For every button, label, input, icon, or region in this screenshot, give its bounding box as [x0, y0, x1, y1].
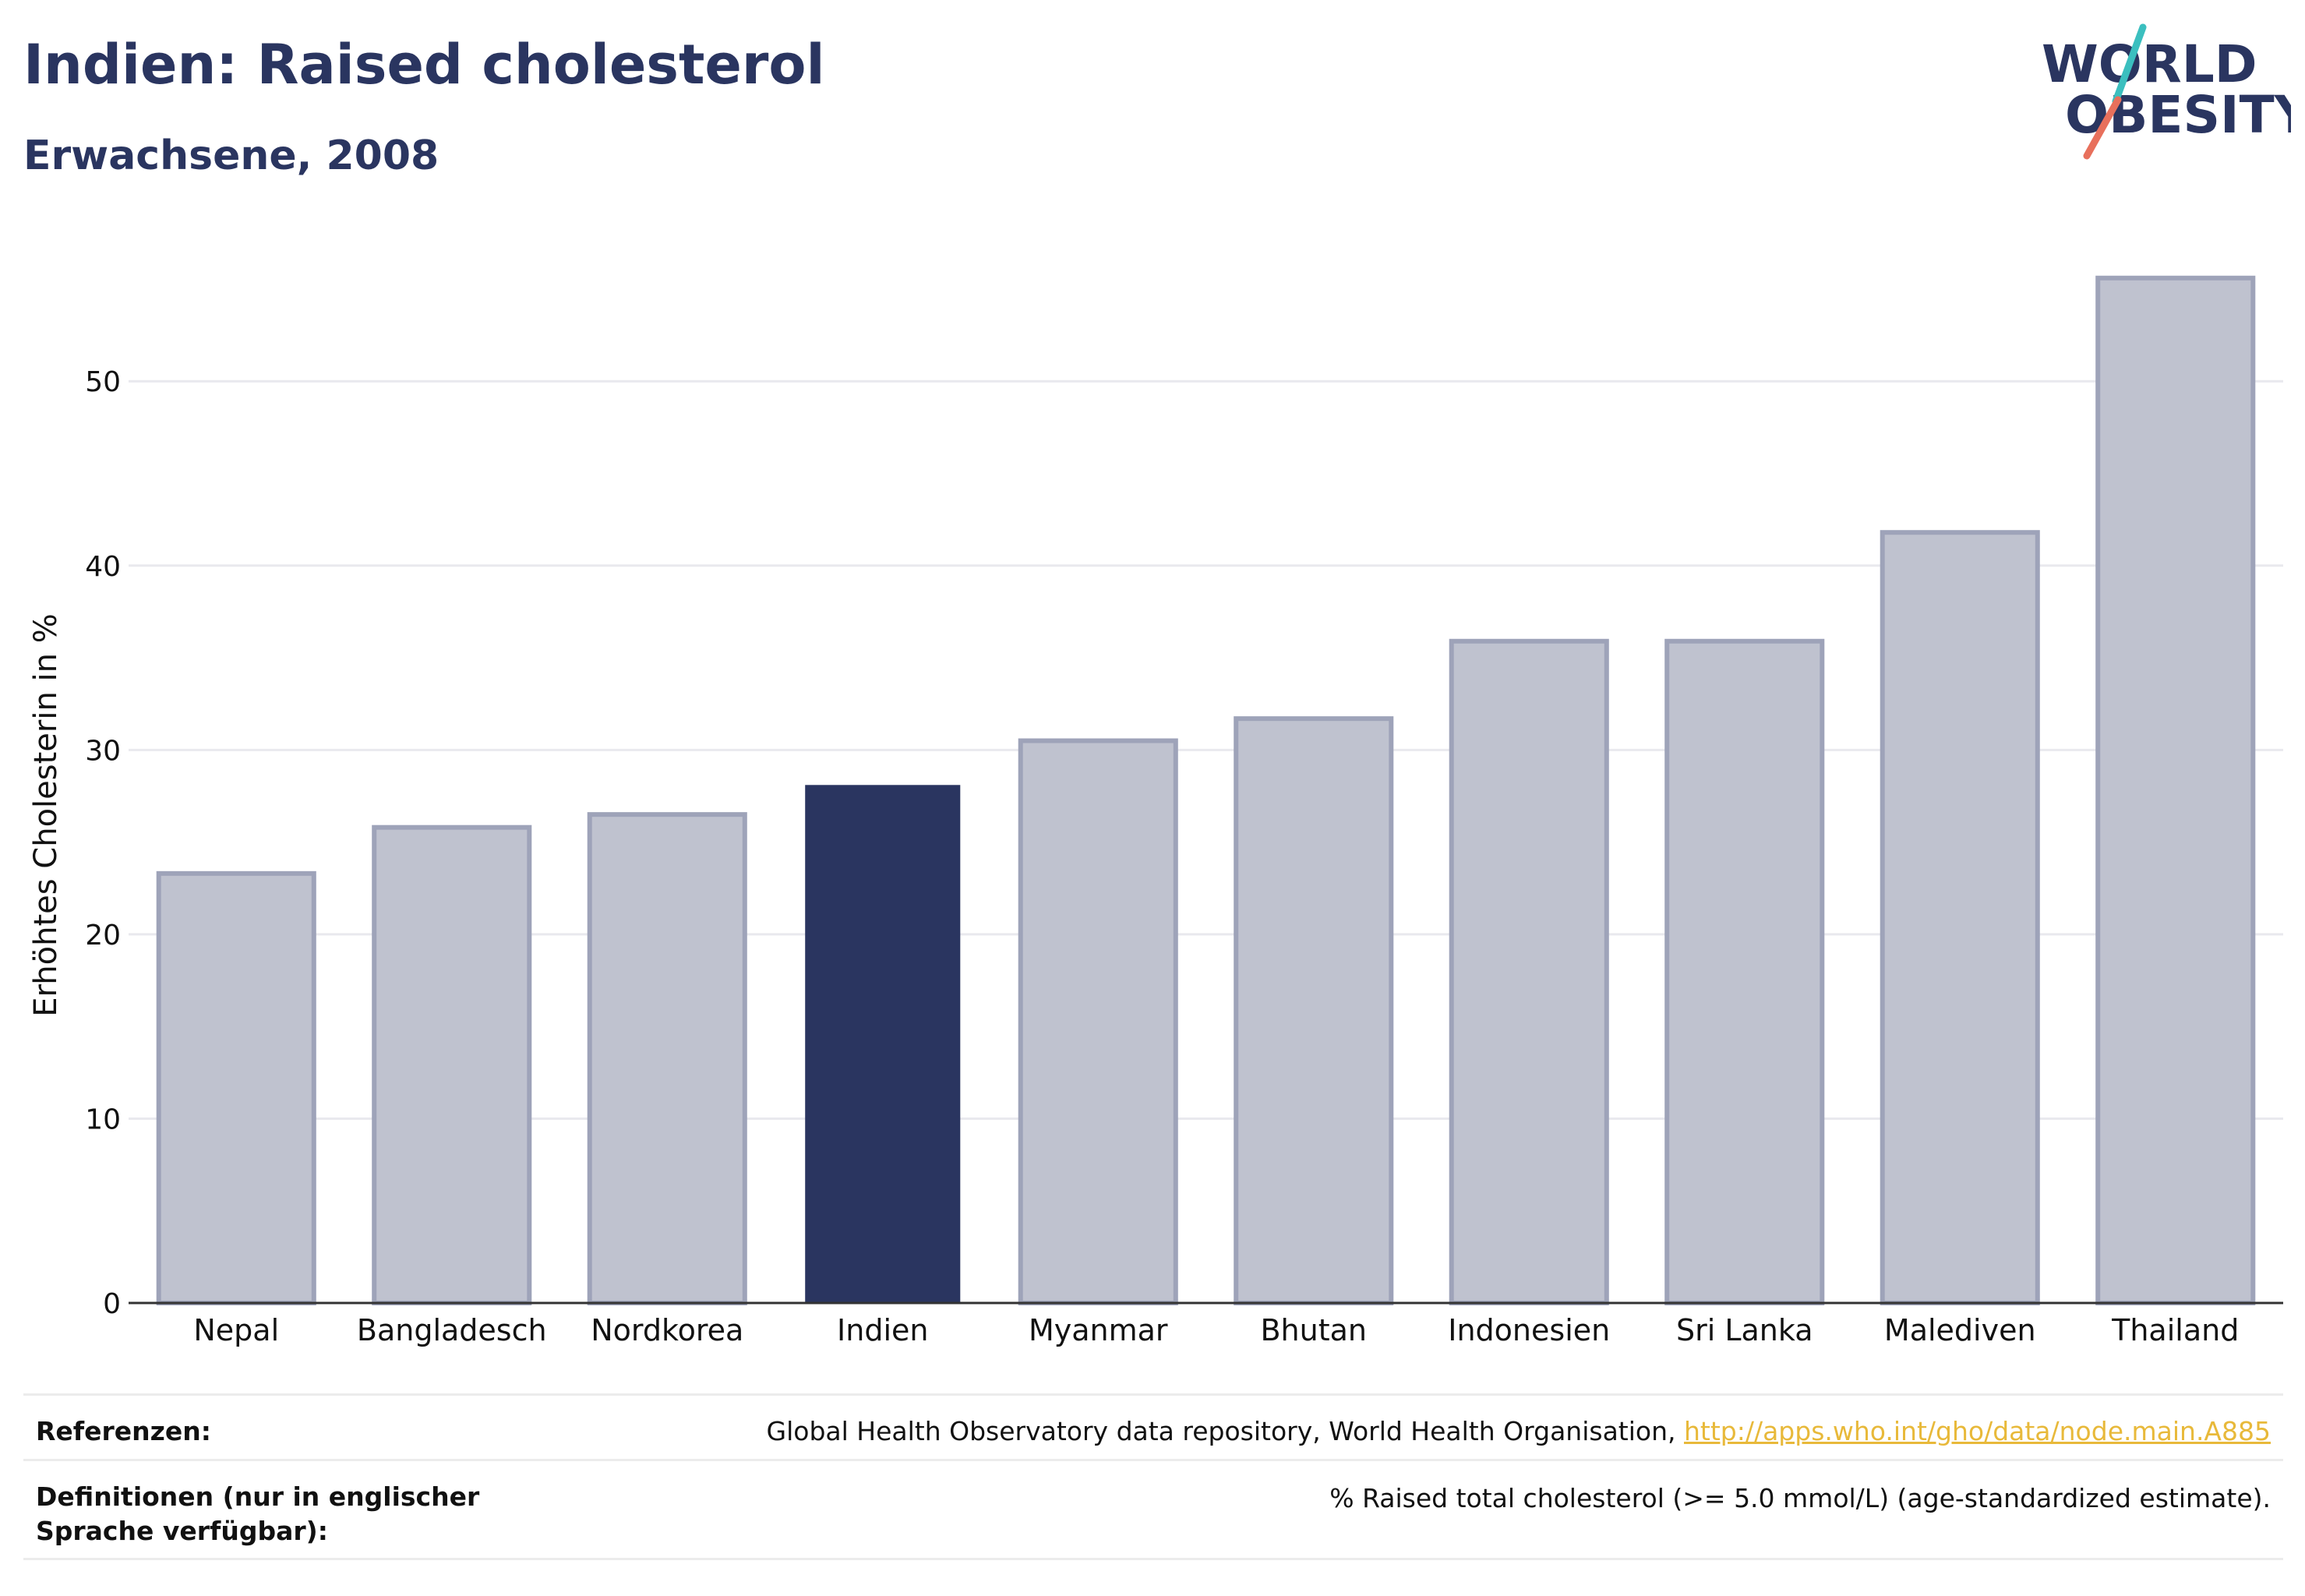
logo-line2: OBESITY: [2065, 85, 2291, 145]
bar-malediven: [1880, 530, 2040, 1305]
x-tick-label: Bhutan: [1260, 1313, 1367, 1347]
bar-chart: 0 10 20 30 40 50 Erhöhtes Cholesterin in % Nepa…: [28, 275, 2283, 1347]
x-tick-label: Myanmar: [1029, 1313, 1168, 1347]
x-tick-label: Malediven: [1884, 1313, 2036, 1347]
bar-indien: [805, 785, 961, 1303]
logo-slash-teal: [2112, 23, 2147, 105]
references-text: Global Health Observatory data repositor…: [766, 1416, 1684, 1446]
bar-myanmar: [1018, 738, 1178, 1305]
x-tick-label: Thailand: [2111, 1313, 2239, 1347]
definitions-label: Definitionen (nur in englischer Sprache …: [36, 1481, 480, 1546]
bar-bangladesch: [372, 824, 532, 1305]
y-tick-label: 10: [85, 1103, 121, 1135]
chart-subtitle: Erwachsene, 2008: [23, 132, 439, 179]
y-tick-label: 0: [103, 1288, 121, 1320]
bar-nepal: [156, 870, 316, 1305]
bar-indonesien: [1449, 638, 1609, 1305]
chart-title: Indien: Raised cholesterol: [23, 33, 825, 97]
bar-sri-lanka: [1664, 638, 1825, 1305]
world-obesity-logo: WORLD OBESITY: [2042, 23, 2291, 160]
logo-line1: WORLD: [2042, 34, 2257, 94]
x-tick-label: Nepal: [193, 1313, 279, 1347]
references-row: Referenzen: Global Health Observatory da…: [23, 1393, 2283, 1461]
y-tick-label: 50: [85, 366, 121, 398]
x-tick-label: Indien: [837, 1313, 928, 1347]
bar-thailand: [2095, 275, 2256, 1305]
definitions-row: Definitionen (nur in englischer Sprache …: [23, 1459, 2283, 1560]
definitions-value: % Raised total cholesterol (>= 5.0 mmol/…: [1329, 1483, 2271, 1513]
x-tick-label: Bangladesch: [357, 1313, 547, 1347]
references-link[interactable]: http://apps.who.int/gho/data/node.main.A…: [1683, 1416, 2271, 1446]
bar-bhutan: [1234, 716, 1394, 1305]
x-tick-label: Nordkorea: [591, 1313, 743, 1347]
x-tick-label: Sri Lanka: [1676, 1313, 1813, 1347]
y-axis-label: Erhöhtes Cholesterin in %: [28, 613, 64, 1016]
references-value: Global Health Observatory data repositor…: [767, 1416, 2271, 1446]
x-tick-label: Indonesien: [1448, 1313, 1610, 1347]
y-tick-label: 20: [85, 920, 121, 952]
y-tick-label: 40: [85, 551, 121, 583]
bar-nordkorea: [587, 812, 747, 1305]
y-tick-label: 30: [85, 735, 121, 767]
logo-slash-coral: [2083, 96, 2122, 160]
references-label: Referenzen:: [36, 1416, 211, 1446]
